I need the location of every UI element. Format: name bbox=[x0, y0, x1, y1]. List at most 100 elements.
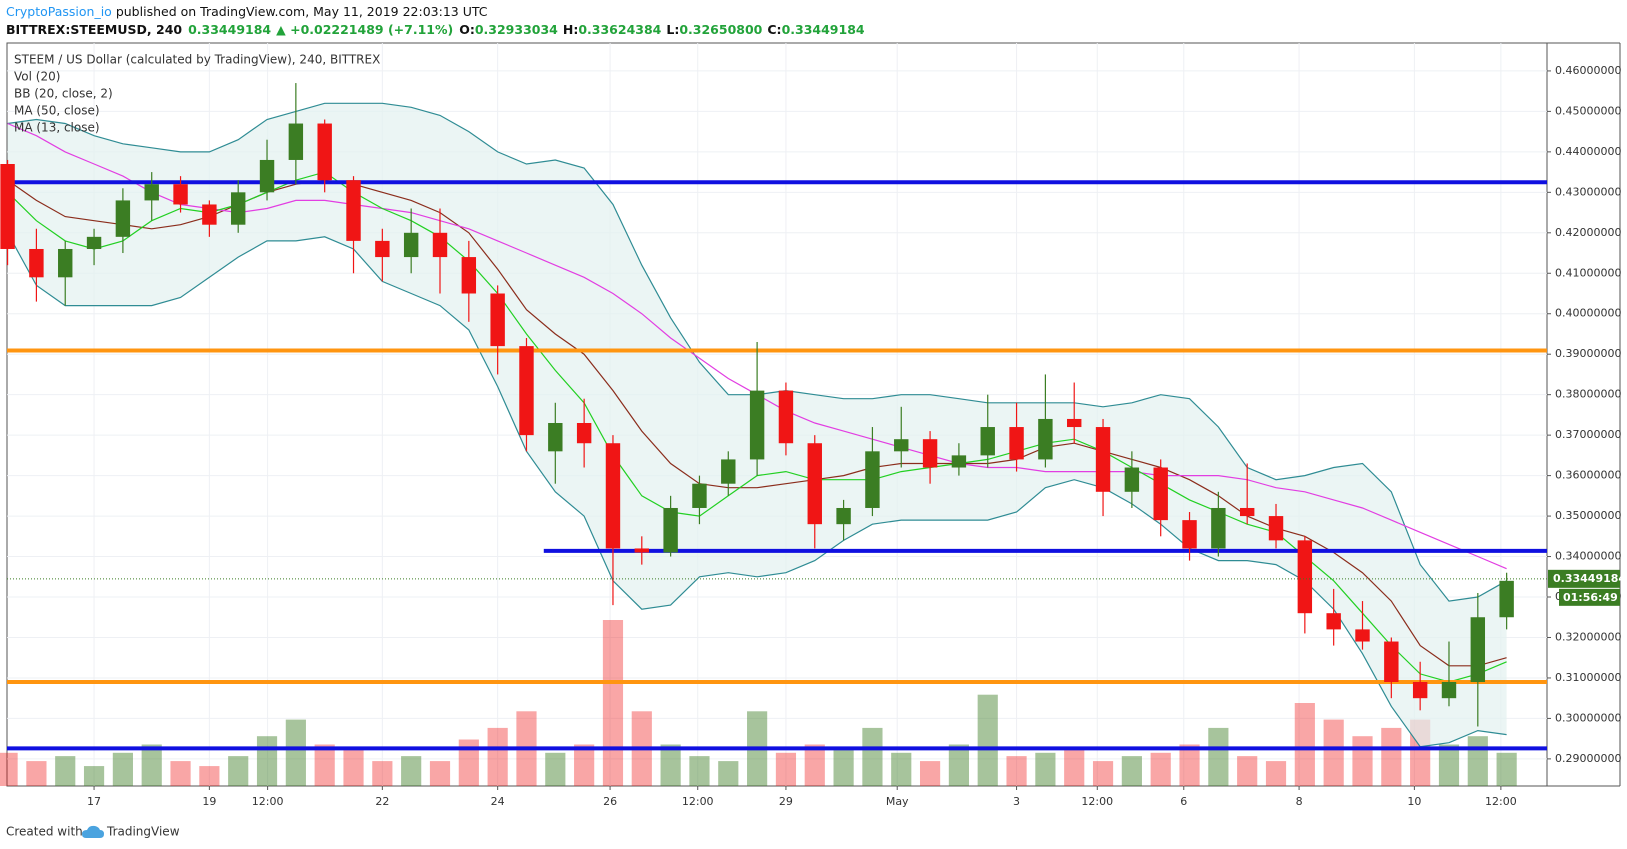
x-tick-label: 12:00 bbox=[1081, 795, 1113, 808]
change: ▲ +0.02221489 (+7.11%) bbox=[276, 22, 453, 37]
y-tick-label: 0.37000000 bbox=[1555, 428, 1621, 441]
author[interactable]: CryptoPassion_io bbox=[6, 4, 112, 19]
x-tick-label: 19 bbox=[202, 795, 216, 808]
x-tick-label: 26 bbox=[603, 795, 617, 808]
volume-bar bbox=[1438, 744, 1460, 786]
volume-bar bbox=[1323, 719, 1344, 786]
candle-body bbox=[1009, 427, 1024, 460]
candle-body bbox=[1441, 681, 1457, 699]
candle-body bbox=[749, 390, 765, 460]
candle-body bbox=[634, 548, 650, 553]
last-price-box bbox=[1548, 569, 1620, 588]
candle-body bbox=[836, 507, 851, 525]
candle-body bbox=[807, 443, 822, 525]
y-tick-label: 0.41000000 bbox=[1555, 266, 1621, 279]
candle-body bbox=[1268, 516, 1284, 541]
volume-bar bbox=[199, 766, 220, 786]
c: 0.33449184 bbox=[782, 22, 865, 37]
volume-bar bbox=[141, 744, 162, 786]
x-tick-label: 22 bbox=[375, 795, 389, 808]
candle-body bbox=[548, 422, 563, 452]
candle-body bbox=[0, 164, 15, 249]
volume-bar bbox=[1467, 736, 1488, 786]
h: 0.33624384 bbox=[578, 22, 661, 37]
volume-bar bbox=[919, 761, 941, 786]
candle-body bbox=[1211, 507, 1226, 549]
candle-body bbox=[144, 184, 159, 201]
volume bbox=[0, 620, 1517, 786]
candle-body bbox=[432, 232, 448, 258]
volume-bar bbox=[343, 749, 364, 786]
candle-body bbox=[288, 123, 304, 160]
x-tick-label: 12:00 bbox=[1485, 795, 1517, 808]
candle-body bbox=[86, 236, 102, 249]
x-tick-label: 6 bbox=[1180, 795, 1187, 808]
x-tick-label: 8 bbox=[1296, 795, 1303, 808]
volume-bar bbox=[256, 736, 278, 786]
footer-brand[interactable]: TradingView bbox=[106, 825, 180, 839]
o: 0.32933034 bbox=[475, 22, 558, 37]
candle-body bbox=[490, 293, 505, 347]
volume-bar bbox=[458, 739, 479, 786]
volume-bar bbox=[170, 761, 191, 786]
candle-body bbox=[1239, 507, 1255, 517]
x-tick-label: 17 bbox=[87, 795, 101, 808]
y-tick-label: 0.42000000 bbox=[1555, 226, 1621, 239]
countdown-label: 01:56:49 bbox=[1563, 591, 1618, 604]
y-tick-label: 0.31000000 bbox=[1555, 671, 1621, 684]
candle-body bbox=[894, 439, 909, 452]
candle-body bbox=[1124, 467, 1140, 492]
candle-body bbox=[259, 159, 275, 193]
indicator-label: BB (20, close, 2) bbox=[14, 87, 113, 101]
volume-bar bbox=[660, 744, 681, 786]
candle-body bbox=[778, 390, 794, 444]
volume-bar bbox=[718, 761, 739, 786]
volume-bar bbox=[1381, 727, 1402, 786]
volume-bar bbox=[1179, 744, 1200, 786]
volume-bar bbox=[228, 756, 249, 786]
candle-body bbox=[1470, 617, 1486, 682]
volume-bar bbox=[948, 744, 969, 786]
candle-body bbox=[1355, 629, 1370, 642]
y-tick-label: 0.36000000 bbox=[1555, 469, 1621, 482]
y-tick-label: 0.44000000 bbox=[1555, 145, 1621, 158]
volume-bar bbox=[372, 761, 393, 786]
candle-body bbox=[317, 123, 332, 181]
volume-bar bbox=[429, 761, 451, 786]
volume-bar bbox=[1150, 752, 1171, 786]
volume-bar bbox=[602, 620, 624, 786]
c-label: C: bbox=[767, 22, 781, 37]
candle-body bbox=[1067, 418, 1082, 428]
footer: Created with bbox=[6, 825, 83, 839]
labels: 0.29000000 0.30000000 0.31000000 0.32000000… bbox=[7, 64, 1626, 808]
volume-bar bbox=[1035, 752, 1056, 786]
y-tick-label: 0.34000000 bbox=[1555, 550, 1621, 563]
volume-bar bbox=[1092, 761, 1114, 786]
volume-bar bbox=[112, 752, 133, 786]
candle-body bbox=[1499, 580, 1514, 618]
volume-bar bbox=[1496, 752, 1517, 786]
x-tick-label: 12:00 bbox=[252, 795, 284, 808]
l: 0.32650800 bbox=[679, 22, 762, 37]
candle-body bbox=[346, 180, 361, 241]
candle-body bbox=[1412, 681, 1428, 699]
candle-body bbox=[375, 240, 390, 258]
volume-bar bbox=[83, 766, 105, 786]
y-tick-label: 0.40000000 bbox=[1555, 307, 1621, 320]
volume-bar bbox=[26, 761, 47, 786]
x-tick-label: 10 bbox=[1407, 795, 1421, 808]
tradingview-logo[interactable] bbox=[82, 825, 104, 838]
y-tick-label: 0.43000000 bbox=[1555, 185, 1621, 198]
volume-bar bbox=[1208, 727, 1229, 786]
volume-bar bbox=[1237, 756, 1258, 786]
last: 0.33449184 bbox=[188, 22, 271, 37]
h-label: H: bbox=[563, 22, 578, 37]
candle-body bbox=[403, 232, 419, 258]
volume-bar bbox=[804, 744, 825, 786]
volume-bar bbox=[55, 756, 76, 786]
volume-bar bbox=[862, 727, 883, 786]
candle-body bbox=[865, 451, 880, 508]
candle-body bbox=[115, 200, 131, 237]
